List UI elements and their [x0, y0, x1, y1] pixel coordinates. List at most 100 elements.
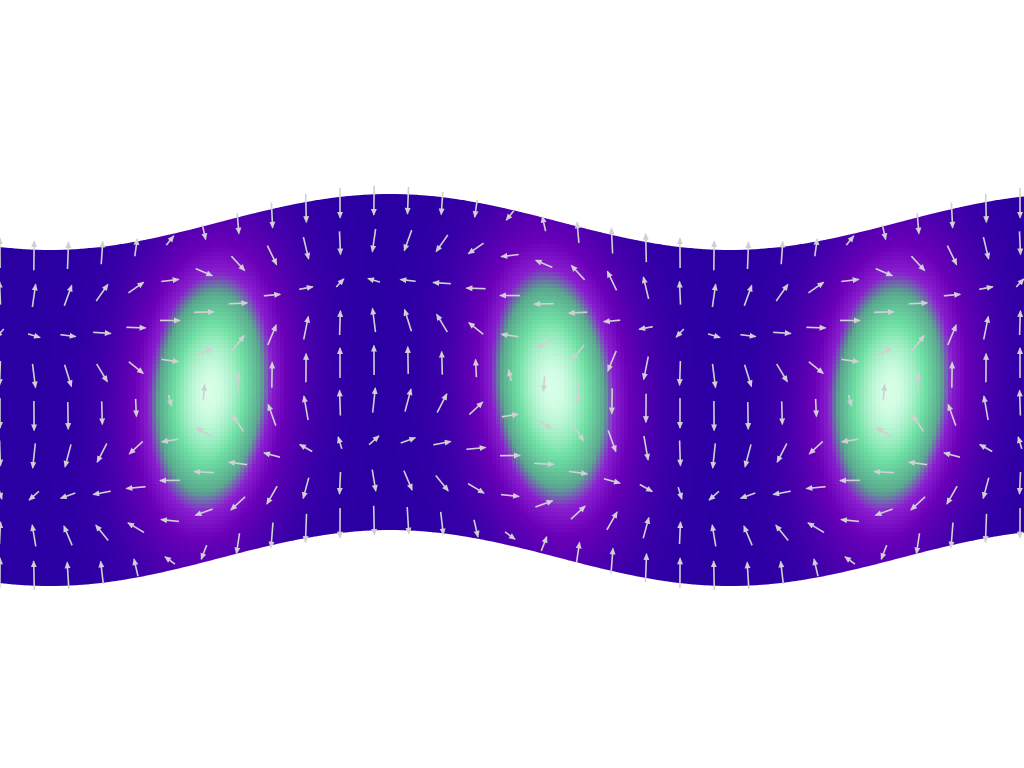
- field-cell: [64, 284, 69, 289]
- field-cell: [36, 588, 41, 593]
- field-cell: [204, 364, 209, 369]
- field-cell: [92, 500, 97, 505]
- field-cell: [28, 316, 33, 321]
- field-cell: [0, 404, 5, 409]
- field-cell: [56, 268, 61, 273]
- field-cell: [220, 472, 225, 477]
- field-cell: [120, 296, 125, 301]
- field-cell: [40, 572, 45, 577]
- field-cell: [124, 456, 129, 461]
- field-cell: [144, 264, 149, 269]
- field-cell: [140, 380, 145, 385]
- field-cell: [176, 272, 181, 277]
- field-cell: [108, 264, 113, 269]
- field-cell: [196, 308, 201, 313]
- field-cell: [156, 472, 161, 477]
- field-cell: [224, 544, 229, 549]
- field-cell: [28, 380, 33, 385]
- field-cell: [128, 420, 133, 425]
- field-cell: [20, 384, 25, 389]
- field-cell: [28, 580, 33, 585]
- field-cell: [92, 388, 97, 393]
- field-cell: [188, 520, 193, 525]
- field-cell: [84, 340, 89, 345]
- field-cell: [164, 460, 169, 465]
- field-cell: [172, 540, 177, 545]
- field-cell: [152, 464, 157, 469]
- field-cell: [180, 520, 185, 525]
- field-cell: [140, 344, 145, 349]
- field-cell: [80, 520, 85, 525]
- field-cell: [152, 296, 157, 301]
- field-cell: [80, 456, 85, 461]
- field-cell: [144, 256, 149, 261]
- field-cell: [144, 576, 149, 581]
- field-cell: [200, 512, 205, 517]
- field-cell: [192, 500, 197, 505]
- field-cell: [164, 256, 169, 261]
- field-cell: [176, 536, 181, 541]
- field-cell: [104, 408, 109, 413]
- field-cell: [144, 388, 149, 393]
- field-cell: [56, 460, 61, 465]
- field-cell: [44, 400, 49, 405]
- field-cell: [152, 484, 157, 489]
- field-cell: [208, 492, 213, 497]
- field-cell: [60, 424, 65, 429]
- field-cell: [80, 360, 85, 365]
- field-cell: [128, 460, 133, 465]
- field-cell: [24, 252, 29, 257]
- field-cell: [72, 456, 77, 461]
- field-cell: [188, 392, 193, 397]
- field-cell: [76, 340, 81, 345]
- field-cell: [224, 280, 229, 285]
- field-cell: [76, 428, 81, 433]
- field-cell: [168, 320, 173, 325]
- field-cell: [4, 484, 9, 489]
- field-cell: [152, 268, 157, 273]
- field-cell: [108, 572, 113, 577]
- field-cell: [160, 492, 165, 497]
- field-cell: [204, 304, 209, 309]
- field-cell: [96, 380, 101, 385]
- field-cell: [88, 364, 93, 369]
- field-cell: [216, 440, 221, 445]
- field-cell: [76, 276, 81, 281]
- field-cell: [92, 356, 97, 361]
- field-cell: [88, 492, 93, 497]
- field-cell: [48, 292, 53, 297]
- field-cell: [100, 520, 105, 525]
- field-cell: [184, 556, 189, 561]
- field-cell: [200, 288, 205, 293]
- field-cell: [44, 296, 49, 301]
- field-cell: [48, 532, 53, 537]
- field-cell: [148, 420, 153, 425]
- field-cell: [212, 408, 217, 413]
- field-cell: [164, 500, 169, 505]
- field-cell: [128, 576, 133, 581]
- field-cell: [196, 412, 201, 417]
- field-cell: [136, 360, 141, 365]
- field-cell: [160, 312, 165, 317]
- field-cell: [152, 332, 157, 337]
- field-cell: [188, 460, 193, 465]
- field-cell: [168, 464, 173, 469]
- field-cell: [148, 380, 153, 385]
- field-cell: [188, 368, 193, 373]
- field-cell: [68, 404, 73, 409]
- field-cell: [44, 320, 49, 325]
- field-cell: [176, 568, 181, 573]
- field-cell: [192, 560, 197, 565]
- field-cell: [20, 492, 25, 497]
- field-cell: [224, 448, 229, 453]
- field-cell: [212, 276, 217, 281]
- field-cell: [136, 292, 141, 297]
- field-cell: [176, 484, 181, 489]
- field-cell: [140, 276, 145, 281]
- field-cell: [112, 400, 117, 405]
- field-cell: [192, 252, 197, 257]
- field-cell: [132, 300, 137, 305]
- field-cell: [68, 436, 73, 441]
- field-cell: [136, 536, 141, 541]
- field-cell: [148, 332, 153, 337]
